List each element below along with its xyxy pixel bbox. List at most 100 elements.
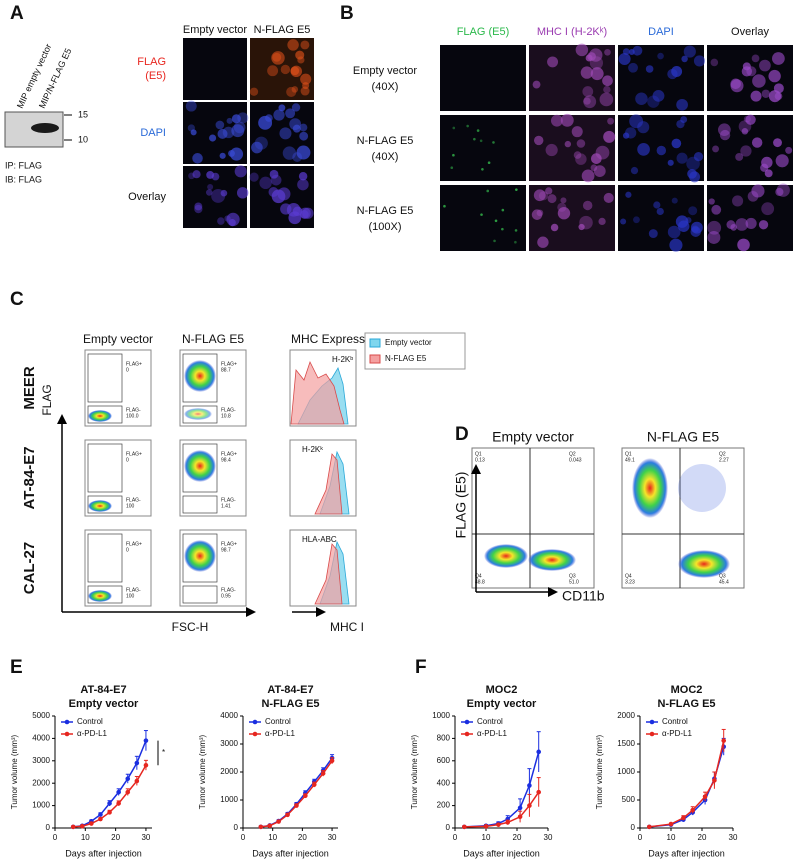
cell [620,218,627,225]
cell [693,55,706,67]
label: MEER [21,366,38,410]
point [496,822,501,827]
point [681,815,686,821]
cell [494,219,498,223]
cell [480,213,483,216]
x-tick-label: 0 [638,833,643,842]
cell [671,197,678,204]
label: 45.4 [719,579,729,585]
cell [297,178,309,191]
x-axis-label: Days after injection [252,848,329,858]
legend-marker [64,731,70,737]
y-tick-label: 3000 [32,756,50,765]
label: CAL-27 [21,542,38,595]
line [260,757,333,828]
cell [476,129,480,132]
cell [759,59,771,72]
cell [282,146,297,160]
micrograph [440,45,526,111]
cell [683,45,696,58]
point [116,801,121,806]
cell [285,108,296,119]
cell [192,170,201,179]
cell [599,92,614,107]
label: Q2 [719,451,726,457]
point [285,812,290,818]
cell [286,203,301,217]
legend-marker [649,731,655,737]
legend-swatch [369,338,381,348]
point [125,789,131,795]
x-axis-label: Days after injection [648,848,725,858]
gate [182,443,218,493]
cell [772,52,785,65]
cell [686,156,700,171]
cell [637,143,650,156]
label: 100.0 [126,413,139,419]
cell [752,74,766,88]
label: AT-84-E7 [21,446,38,509]
label: FLAG [40,384,54,415]
histogram [290,360,345,425]
cell [219,152,226,159]
point [258,824,264,830]
y-axis-label: Tumor volume (mm³) [410,734,419,809]
label: H-2Kᵇ [332,355,353,364]
label: 51.0 [569,579,579,585]
cell [269,169,279,179]
cell [632,45,643,56]
label: 49.1 [625,457,635,463]
cell [689,171,701,183]
label: (40X) [372,151,399,163]
cell [764,169,773,178]
label: Q4 [475,573,482,579]
chart-title: N-FLAG E5 [261,698,319,710]
label: 98.7 [221,547,231,553]
cell [598,217,606,226]
cell [272,52,282,62]
y-axis-label: Tumor volume (mm³) [10,734,19,809]
cell [493,239,496,243]
cell [291,86,299,93]
y-tick-label: 500 [622,795,636,804]
label: Q3 [719,573,726,579]
point [143,738,149,743]
cell [712,145,720,153]
micrograph [250,38,314,100]
cell [279,127,292,140]
cell [688,206,698,216]
y-tick-label: 1000 [32,801,50,810]
line [73,764,147,828]
point [712,778,717,783]
point [70,824,76,830]
cell [217,217,225,225]
population [678,550,730,578]
y-tick-label: 600 [437,756,451,765]
cell [514,240,517,244]
cell [249,87,259,96]
point [116,789,121,795]
label: FLAG+ [221,451,237,457]
point [107,801,112,806]
cell [291,103,301,112]
label: HLA-ABC [302,535,337,544]
cell [603,192,614,203]
population [88,410,112,422]
cell [730,79,744,93]
y-tick-label: 3000 [220,739,238,748]
cell [273,109,285,121]
population [184,408,212,420]
label: Empty vector [183,24,248,36]
y-tick-label: 2000 [617,711,635,720]
cell [667,225,681,239]
legend-label: α-PD-L1 [662,729,693,738]
cell [236,187,249,199]
cell [560,113,574,127]
cell [775,187,784,197]
chart-title: AT-84-E7 [267,684,313,696]
label: 0.95 [221,593,231,599]
label: Empty vector [492,429,574,445]
cell [234,165,247,178]
cell [229,147,244,161]
cell [652,89,665,102]
